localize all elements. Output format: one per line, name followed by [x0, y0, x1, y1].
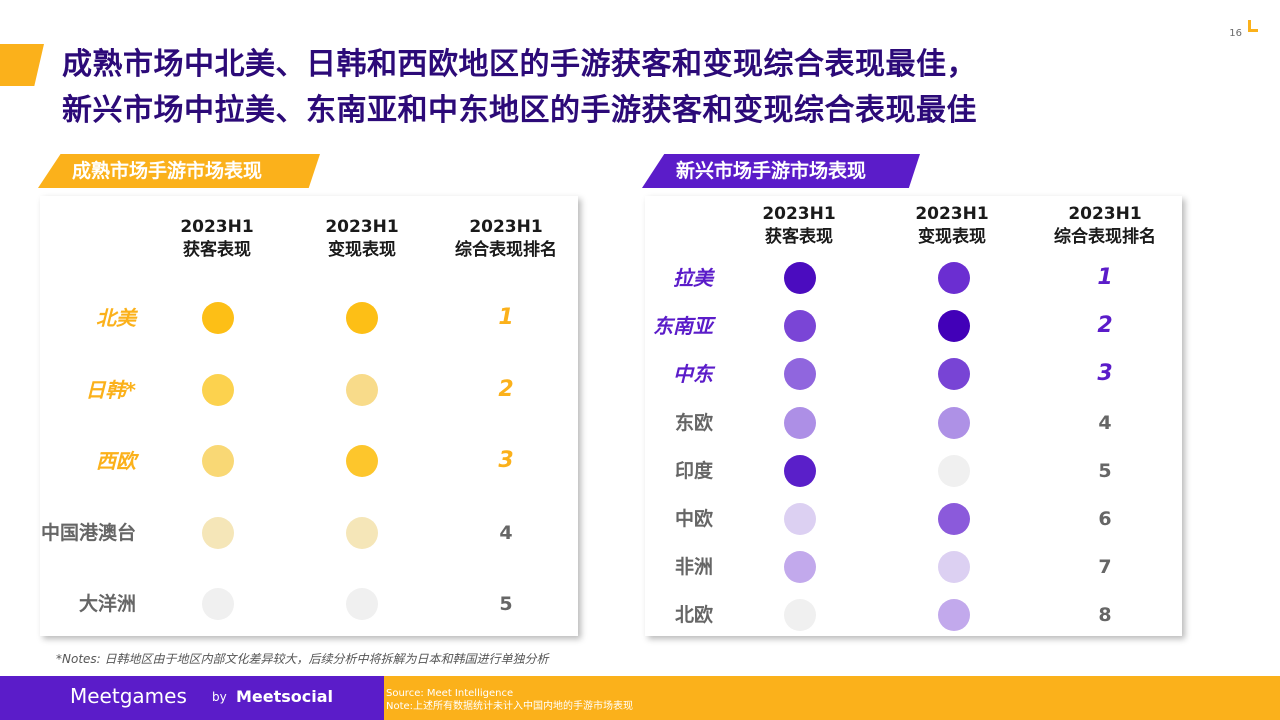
- acquisition-dot: [784, 454, 816, 487]
- mature-market-panel: [40, 196, 578, 636]
- source-block: Source: Meet Intelligence Note:上述所有数据统计未…: [386, 687, 633, 713]
- header-line: 综合表现排名: [1054, 227, 1156, 247]
- page-number: 16: [1229, 28, 1242, 39]
- rank-value: 4: [1098, 411, 1112, 434]
- region-label: 北欧: [674, 604, 713, 627]
- header-line: 变现表现: [328, 240, 396, 260]
- page-title: 成熟市场中北美、日韩和西欧地区的手游获客和变现综合表现最佳， 新兴市场中拉美、东…: [62, 42, 977, 134]
- rank-value: 2: [1097, 313, 1113, 339]
- brand-by-text: by: [212, 690, 227, 704]
- rank-value: 1: [498, 305, 514, 330]
- monetization-dot: [346, 302, 378, 334]
- header-line: 2023H1: [1068, 204, 1142, 224]
- emerging-header-rank: 2023H1 综合表现排名: [1030, 203, 1180, 249]
- footer-brand-bar: [0, 676, 384, 720]
- monetization-dot: [938, 551, 970, 584]
- region-label: 中国港澳台: [40, 521, 136, 544]
- region-label: 中欧: [674, 508, 713, 530]
- monetization-dot: [346, 516, 378, 549]
- source-note: Note:上述所有数据统计未计入中国内地的手游市场表现: [386, 701, 634, 712]
- region-label: 印度: [674, 459, 713, 482]
- title-line-1: 成熟市场中北美、日韩和西欧地区的手游获客和变现综合表现最佳，: [62, 47, 977, 82]
- acquisition-dot: [202, 373, 234, 406]
- region-label: 拉美: [673, 266, 713, 290]
- region-label: 东南亚: [653, 314, 713, 339]
- rank-value: 3: [1097, 361, 1113, 387]
- rank-value: 1: [1097, 265, 1113, 290]
- title-accent-bar: [0, 44, 44, 86]
- mature-header-acquisition: 2023H1 获客表现: [142, 216, 292, 262]
- monetization-dot: [938, 454, 970, 487]
- header-line: 2023H1: [325, 217, 399, 237]
- region-label: 大洋洲: [78, 593, 136, 615]
- mature-market-tag: 成熟市场手游市场表现: [38, 154, 320, 188]
- corner-triangle-icon: [1248, 20, 1258, 32]
- monetization-dot: [346, 588, 378, 620]
- rank-value: 5: [499, 593, 513, 615]
- monetization-dot: [938, 358, 970, 391]
- emerging-header-monetization: 2023H1 变现表现: [877, 203, 1027, 249]
- rank-value: 3: [498, 448, 514, 473]
- acquisition-dot: [784, 310, 816, 343]
- acquisition-dot: [784, 599, 816, 632]
- header-line: 综合表现排名: [455, 240, 557, 260]
- acquisition-dot: [784, 262, 816, 294]
- header-line: 2023H1: [469, 217, 543, 237]
- acquisition-dot: [784, 358, 816, 391]
- region-label: 中东: [673, 362, 713, 387]
- header-line: 获客表现: [765, 227, 833, 247]
- monetization-dot: [346, 373, 378, 406]
- monetization-dot: [346, 445, 378, 477]
- acquisition-dot: [784, 406, 816, 439]
- rank-value: 5: [1098, 459, 1112, 482]
- header-line: 2023H1: [762, 204, 836, 224]
- meetgames-logo: Meetgames: [70, 684, 187, 708]
- emerging-header-acquisition: 2023H1 获客表现: [724, 203, 874, 249]
- acquisition-dot: [202, 302, 234, 334]
- header-line: 获客表现: [183, 240, 251, 260]
- rank-value: 4: [499, 521, 513, 544]
- header-line: 2023H1: [180, 217, 254, 237]
- acquisition-dot: [784, 503, 816, 535]
- mature-header-rank: 2023H1 综合表现排名: [431, 216, 581, 262]
- header-line: 变现表现: [918, 227, 986, 247]
- meetsocial-logo: Meetsocial: [236, 687, 334, 706]
- footer-source-bar: [384, 676, 1280, 720]
- region-label: 东欧: [674, 411, 713, 434]
- monetization-dot: [938, 310, 970, 343]
- acquisition-dot: [202, 516, 234, 549]
- title-line-2: 新兴市场中拉美、东南亚和中东地区的手游获客和变现综合表现最佳: [62, 93, 977, 128]
- acquisition-dot: [202, 588, 234, 620]
- region-label: 西欧: [96, 449, 136, 473]
- acquisition-dot: [202, 445, 234, 477]
- monetization-dot: [938, 599, 970, 632]
- mature-header-monetization: 2023H1 变现表现: [287, 216, 437, 262]
- rank-value: 7: [1098, 556, 1112, 579]
- region-label: 北美: [96, 306, 136, 330]
- region-label: 非洲: [674, 556, 713, 579]
- emerging-market-panel: [645, 196, 1182, 636]
- footnote: *Notes: 日韩地区由于地区内部文化差异较大，后续分析中将拆解为日本和韩国进…: [56, 652, 549, 666]
- monetization-dot: [938, 406, 970, 439]
- emerging-market-tag: 新兴市场手游市场表现: [642, 154, 920, 188]
- header-line: 2023H1: [915, 204, 989, 224]
- rank-value: 6: [1098, 508, 1112, 530]
- monetization-dot: [938, 262, 970, 294]
- source-text: Source: Meet Intelligence: [386, 688, 514, 699]
- acquisition-dot: [784, 551, 816, 584]
- monetization-dot: [938, 503, 970, 535]
- region-label: 日韩*: [85, 377, 136, 402]
- rank-value: 8: [1098, 604, 1112, 627]
- rank-value: 2: [498, 376, 514, 402]
